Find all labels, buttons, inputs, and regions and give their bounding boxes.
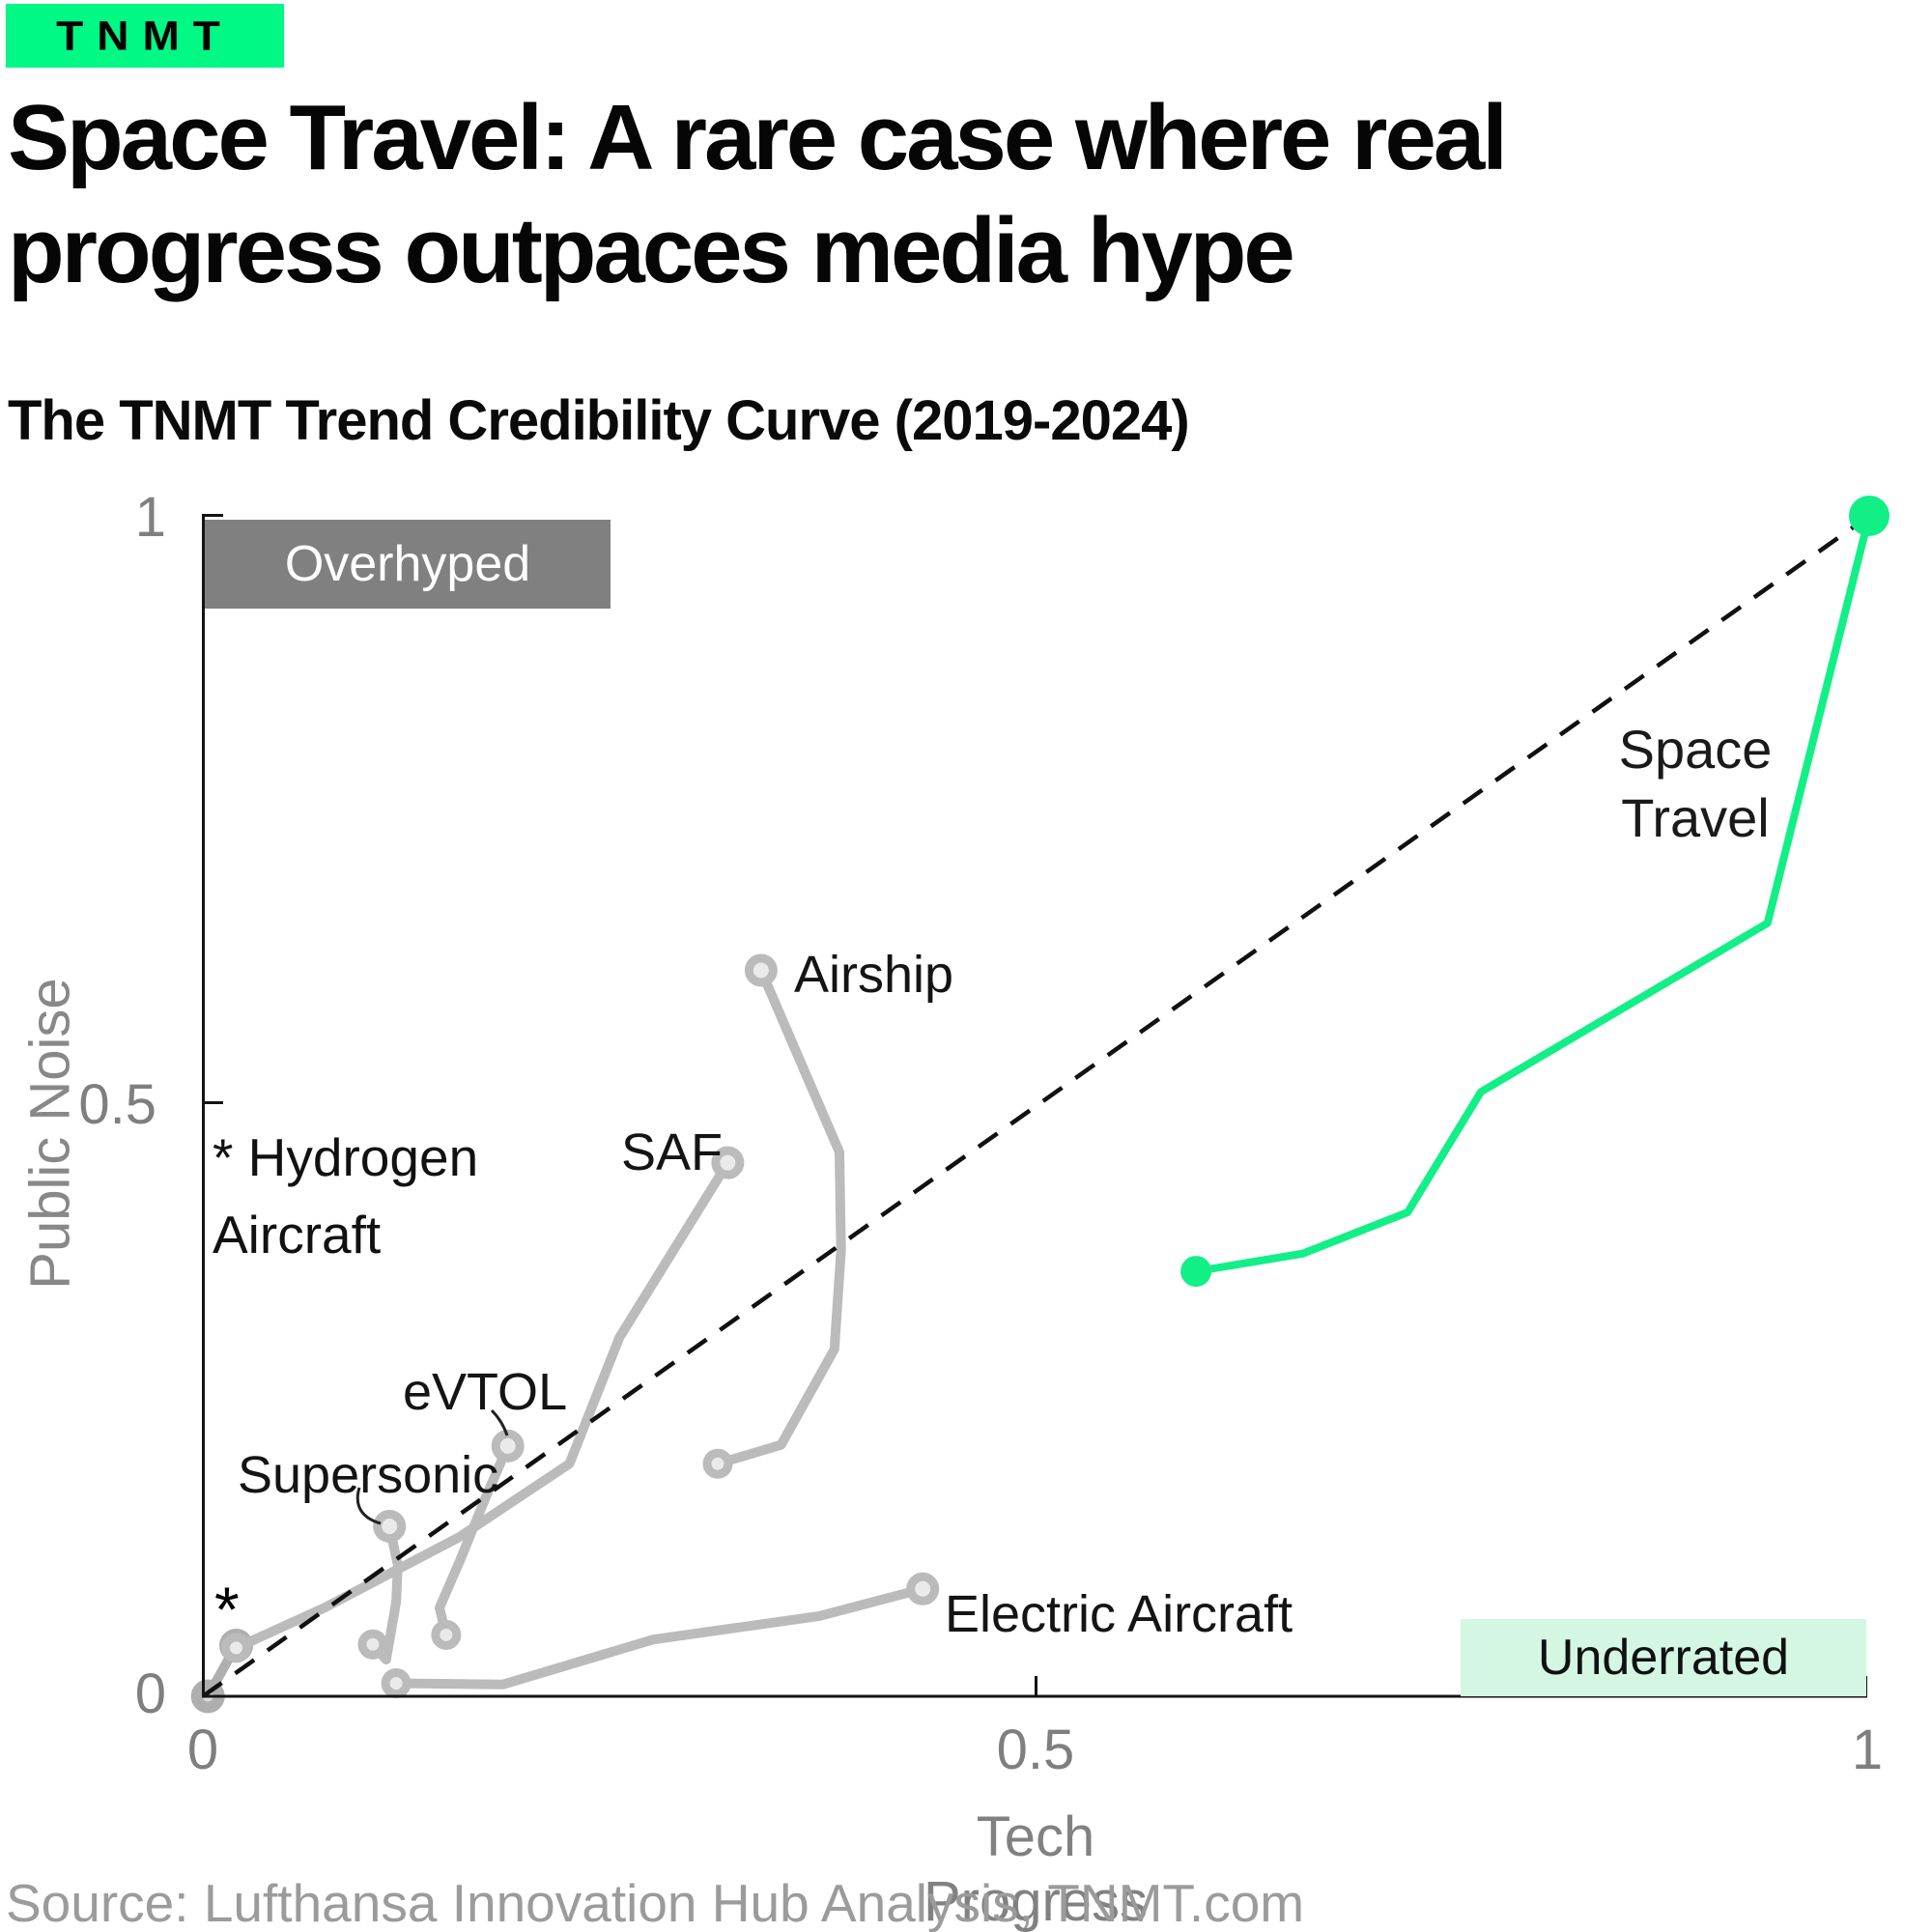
- identity-dashed-line: [201, 514, 1871, 1698]
- series-start-marker: [431, 1619, 462, 1650]
- gray-series-group: [190, 953, 940, 1714]
- series-start-marker: [702, 1448, 733, 1479]
- y-tick-label-05: 0.5: [78, 1073, 156, 1136]
- series-supersonic: [357, 1510, 407, 1665]
- series-line: [391, 1583, 928, 1690]
- highlight-series-group: [1180, 496, 1889, 1288]
- page-title: Space Travel: A rare case where real pro…: [8, 81, 1920, 307]
- overhyped-label: Overhyped: [284, 536, 531, 592]
- x-tick-label-05: 0.5: [996, 1719, 1075, 1781]
- evtol-leader-line: [490, 1408, 509, 1436]
- series-start-marker: [381, 1668, 412, 1699]
- chart-subtitle: The TNMT Trend Credibility Curve (2019-2…: [8, 389, 1190, 452]
- series-space-travel: [1180, 496, 1889, 1288]
- series-end-marker: [491, 1429, 525, 1463]
- page-title-line-2: progress outpaces media hype: [8, 199, 1295, 302]
- supersonic-leader-line: [355, 1487, 382, 1525]
- y-axis-title: Public Noise: [18, 978, 82, 1290]
- series-end-marker: [744, 953, 778, 987]
- airship-label: Airship: [794, 946, 954, 1004]
- series-line: [434, 1440, 513, 1640]
- underrated-label: Underrated: [1537, 1630, 1790, 1686]
- saf-label: SAF: [621, 1123, 724, 1181]
- y-tick-label-1: 1: [134, 486, 166, 549]
- hydrogen-aircraft-note: * Hydrogen Aircraft: [213, 1127, 479, 1264]
- series-line: [1192, 512, 1873, 1276]
- series-line: [231, 1157, 733, 1653]
- series-end-dot: [1849, 496, 1889, 536]
- series-start-dot: [1180, 1256, 1212, 1288]
- underrated-region-box: Underrated: [1461, 1619, 1866, 1696]
- x-axis-title: Tech Progress: [923, 1805, 1149, 1932]
- series-end-marker: [906, 1572, 940, 1605]
- series-start-marker: [357, 1629, 388, 1660]
- series-airship: [702, 953, 846, 1479]
- tnmt-logo-text: TNMT: [56, 13, 234, 59]
- series-saf: [221, 1146, 745, 1663]
- series-end-marker: [373, 1510, 407, 1544]
- series-start-marker: [221, 1633, 251, 1663]
- space-travel-label: Space Travel: [1618, 719, 1773, 848]
- x-tick-label-0: 0: [186, 1719, 219, 1781]
- hydrogen-asterisk-marker: *: [214, 1574, 240, 1645]
- source-attribution: Source: Lufthansa Innovation Hub Analysi…: [6, 1873, 1305, 1932]
- x-tick-label-1: 1: [1851, 1719, 1884, 1781]
- supersonic-label: Supersonic: [238, 1446, 499, 1504]
- series-electric-aircraft: [381, 1572, 940, 1699]
- overhyped-region-box: Overhyped: [205, 520, 611, 609]
- series-end-marker: [711, 1146, 745, 1179]
- series-line: [713, 965, 846, 1469]
- electric-aircraft-label: Electric Aircraft: [945, 1585, 1293, 1643]
- y-tick-label-0: 0: [134, 1662, 166, 1725]
- tnmt-logo: TNMT: [6, 4, 284, 68]
- evtol-label: eVTOL: [403, 1363, 568, 1421]
- page-title-line-1: Space Travel: A rare case where real: [8, 86, 1508, 189]
